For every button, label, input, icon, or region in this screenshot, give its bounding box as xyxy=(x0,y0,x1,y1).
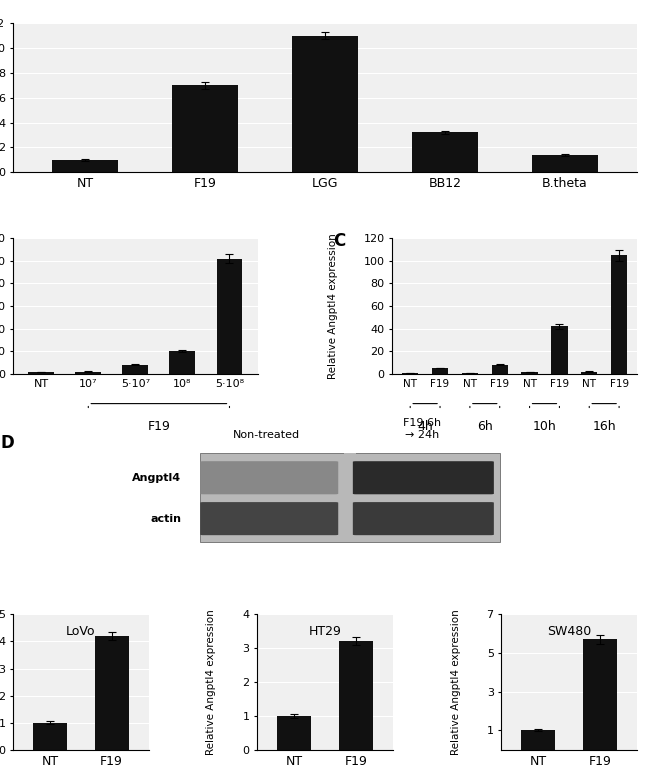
Bar xyxy=(551,326,567,374)
Bar xyxy=(412,132,478,172)
Y-axis label: Relative Angptl4 expression: Relative Angptl4 expression xyxy=(207,609,216,755)
Bar xyxy=(122,365,148,374)
Bar xyxy=(532,155,598,172)
Bar xyxy=(52,160,118,172)
Bar xyxy=(29,372,54,374)
Bar xyxy=(200,453,500,542)
Text: Angptl4: Angptl4 xyxy=(133,473,181,483)
FancyBboxPatch shape xyxy=(353,502,494,535)
Text: D: D xyxy=(1,434,14,452)
FancyBboxPatch shape xyxy=(200,502,338,535)
Text: actin: actin xyxy=(151,513,181,523)
Text: 6h: 6h xyxy=(477,420,493,433)
Bar xyxy=(95,636,129,750)
Text: Non-treated: Non-treated xyxy=(233,430,300,440)
Bar xyxy=(277,716,311,750)
Y-axis label: Relative Angptl4 expression: Relative Angptl4 expression xyxy=(450,609,461,755)
Text: HT29: HT29 xyxy=(309,625,341,638)
Bar xyxy=(462,373,478,374)
Bar xyxy=(491,365,508,374)
Bar xyxy=(344,453,356,542)
Bar xyxy=(611,255,627,374)
Bar xyxy=(521,730,555,750)
Bar xyxy=(216,259,242,374)
Bar xyxy=(583,639,617,750)
FancyBboxPatch shape xyxy=(200,461,338,494)
Bar xyxy=(75,372,101,374)
Text: F19: F19 xyxy=(148,420,170,433)
Bar xyxy=(521,372,538,374)
Text: 10h: 10h xyxy=(532,420,556,433)
Bar xyxy=(170,351,196,374)
Text: C: C xyxy=(333,232,346,250)
Text: SW480: SW480 xyxy=(547,625,592,638)
Bar xyxy=(402,373,419,374)
Bar xyxy=(292,36,358,172)
Bar xyxy=(581,372,597,374)
Y-axis label: Relative Angptl4 expression: Relative Angptl4 expression xyxy=(328,233,339,379)
Bar xyxy=(33,723,67,750)
Bar xyxy=(172,85,238,172)
Text: F19 6h
→ 24h: F19 6h → 24h xyxy=(403,418,441,440)
Bar xyxy=(432,368,448,374)
FancyBboxPatch shape xyxy=(353,461,494,494)
Text: 16h: 16h xyxy=(592,420,616,433)
Text: 4h: 4h xyxy=(417,420,433,433)
Bar xyxy=(339,642,373,750)
Text: LoVo: LoVo xyxy=(66,625,96,638)
